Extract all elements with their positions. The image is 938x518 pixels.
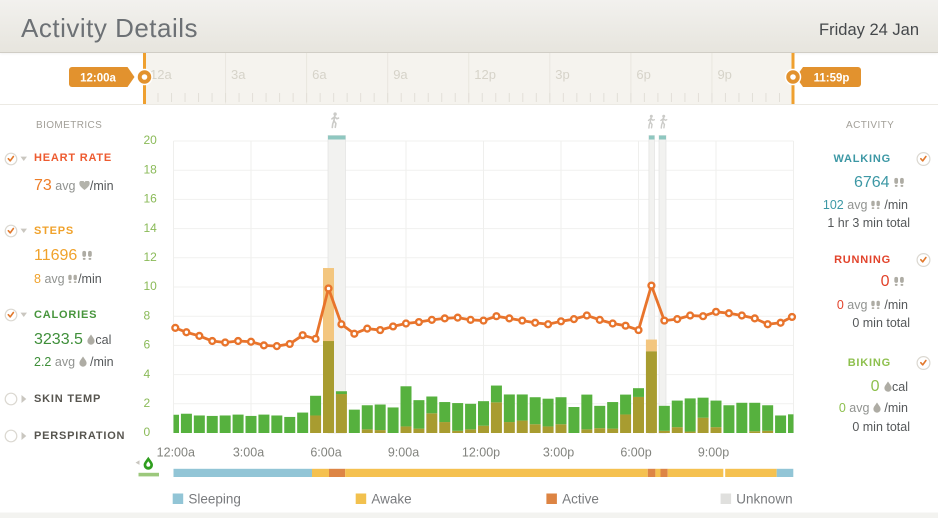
svg-text:8: 8 [144, 308, 151, 322]
svg-text:6a: 6a [312, 67, 327, 82]
svg-text:9:00p: 9:00p [698, 446, 729, 460]
svg-text:3a: 3a [231, 67, 246, 82]
svg-text:4: 4 [144, 367, 151, 381]
svg-text:9:00a: 9:00a [388, 446, 419, 460]
svg-text:14: 14 [144, 221, 158, 235]
svg-text:6: 6 [144, 338, 151, 352]
svg-text:9p: 9p [717, 67, 731, 82]
svg-text:3p: 3p [555, 67, 569, 82]
svg-text:6:00p: 6:00p [620, 446, 651, 460]
svg-text:10: 10 [144, 279, 158, 293]
svg-text:0: 0 [144, 425, 151, 439]
svg-text:12p: 12p [474, 67, 496, 82]
svg-text:12a: 12a [150, 67, 172, 82]
svg-text:3:00p: 3:00p [543, 446, 574, 460]
svg-text:Sleeping: Sleeping [188, 492, 241, 507]
svg-text:Active: Active [562, 492, 599, 507]
svg-text:3:00a: 3:00a [233, 446, 264, 460]
svg-text:12:00a: 12:00a [157, 446, 195, 460]
svg-text:11:59p: 11:59p [814, 73, 850, 85]
svg-text:16: 16 [144, 192, 158, 206]
svg-text:20: 20 [144, 133, 158, 147]
svg-text:6p: 6p [636, 67, 650, 82]
svg-text:12: 12 [144, 250, 158, 264]
svg-text:Unknown: Unknown [736, 492, 792, 507]
svg-text:18: 18 [144, 162, 158, 176]
svg-text:12:00a: 12:00a [80, 73, 116, 85]
svg-text:6:00a: 6:00a [310, 446, 341, 460]
svg-text:Awake: Awake [371, 492, 411, 507]
svg-text:2: 2 [144, 396, 151, 410]
svg-text:12:00p: 12:00p [462, 446, 500, 460]
svg-text:9a: 9a [393, 67, 408, 82]
